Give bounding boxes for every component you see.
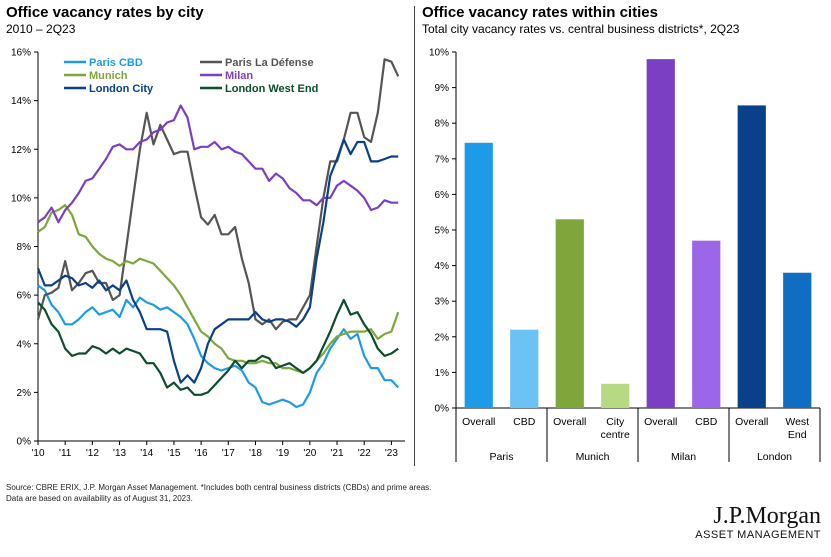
legend-label-london-city: London City <box>89 83 154 95</box>
left-chart-subtitle: 2010 – 2Q23 <box>6 22 76 36</box>
group-label-munich: Munich <box>576 451 610 463</box>
bar-munich-city-centre <box>601 383 630 408</box>
group-label-paris: Paris <box>490 451 514 463</box>
series-line-london-west-end <box>37 298 399 396</box>
bar-y-tick-label: 10% <box>429 48 449 59</box>
bar-paris-overall <box>464 142 493 408</box>
bar-london-overall <box>737 105 766 409</box>
x-tick-label: '21 <box>331 448 344 459</box>
x-tick-label: '19 <box>276 448 289 459</box>
line-chart: 0% 2% 4% 6% 8% 10% 12% 14% 16% '10 '11 '12 '13 '14 '15… <box>11 48 405 459</box>
panel-divider <box>414 6 415 466</box>
y-tick-label: 0% <box>17 437 32 448</box>
right-chart-title: Office vacancy rates within cities <box>422 4 658 21</box>
group-label-milan: Milan <box>671 451 696 463</box>
bar-y-tick-label: 1% <box>435 368 450 379</box>
bar-label-london-west-end: West End <box>785 416 809 441</box>
series-line-munich <box>37 204 400 374</box>
y-tick-label: 14% <box>11 96 31 107</box>
y-tick-label: 4% <box>17 339 32 350</box>
series-line-paris-cbd <box>37 284 400 409</box>
group-label-london: London <box>757 451 792 463</box>
x-tick-label: '11 <box>59 448 72 459</box>
bar-y-tick-label: 4% <box>435 261 450 272</box>
bar-label-paris-cbd: CBD <box>513 416 536 428</box>
x-tick-label: '12 <box>86 448 99 459</box>
footnote-line-2: Data are based on availability as of Aug… <box>6 494 193 503</box>
bar-y-tick-label: 7% <box>435 154 450 165</box>
logo-subtitle: ASSET MANAGEMENT <box>695 529 821 541</box>
bar-chart: 0% 1% 2% 3% 4% 5% 6% 7% 8% 9% 10% Overall CBD Overall… <box>429 48 821 463</box>
right-chart-subtitle: Total city vacancy rates vs. central bus… <box>422 22 740 36</box>
legend-label-munich: Munich <box>89 70 128 82</box>
y-tick-label: 10% <box>11 193 31 204</box>
footnote-line-1: Source: CBRE ERIX, J.P. Morgan Asset Man… <box>6 483 432 492</box>
x-tick-label: '20 <box>303 448 316 459</box>
bar-y-tick-label: 8% <box>435 119 450 130</box>
bar-milan-overall <box>646 59 675 409</box>
y-tick-label: 6% <box>17 291 32 302</box>
jpmorgan-logo: J.P.Morgan ASSET MANAGEMENT <box>695 503 821 541</box>
series-line-london-city <box>36 138 399 384</box>
y-tick-label: 12% <box>11 145 31 156</box>
bar-label-milan-overall: Overall <box>644 416 677 428</box>
bar-label-milan-cbd: CBD <box>695 416 718 428</box>
source-footnote: Source: CBRE ERIX, J.P. Morgan Asset Man… <box>6 482 431 504</box>
legend-label-milan: Milan <box>225 70 253 82</box>
bar-london-west-end <box>783 272 812 408</box>
bar-y-tick-label: 9% <box>435 83 450 94</box>
y-tick-label: 16% <box>11 48 31 59</box>
logo-name: J.P.Morgan <box>713 503 821 529</box>
x-tick-label: '16 <box>195 448 208 459</box>
bar-label-munich-overall: Overall <box>553 416 586 428</box>
legend-label-london-west-end: London West End <box>225 83 318 95</box>
bar-y-tick-label: 2% <box>435 332 450 343</box>
bar-y-tick-label: 5% <box>435 226 450 237</box>
bar-y-tick-label: 0% <box>435 404 450 415</box>
bar-label-london-overall: Overall <box>735 416 768 428</box>
x-tick-label: '18 <box>249 448 262 459</box>
bar-munich-overall <box>555 219 584 408</box>
bar-label-paris-overall: Overall <box>462 416 495 428</box>
bar-label-munich-city-centre: City centre <box>601 416 630 441</box>
y-tick-label: 2% <box>17 388 32 399</box>
bar-milan-cbd <box>692 240 721 408</box>
bar-y-tick-label: 3% <box>435 297 450 308</box>
x-tick-label: '23 <box>385 448 398 459</box>
x-tick-label: '14 <box>140 448 153 459</box>
left-chart-title: Office vacancy rates by city <box>6 4 204 21</box>
x-tick-label: '17 <box>222 448 235 459</box>
bar-y-tick-label: 6% <box>435 190 450 201</box>
bar-paris-cbd <box>510 329 539 408</box>
x-tick-label: '22 <box>358 448 371 459</box>
x-tick-label: '13 <box>113 448 126 459</box>
legend-label-paris-la-d-fense: Paris La Défense <box>225 57 314 69</box>
x-tick-label: '15 <box>167 448 180 459</box>
y-tick-label: 8% <box>17 242 32 253</box>
x-tick-label: '10 <box>31 448 44 459</box>
legend-label-paris-cbd: Paris CBD <box>89 57 143 69</box>
series-line-milan <box>37 104 399 224</box>
